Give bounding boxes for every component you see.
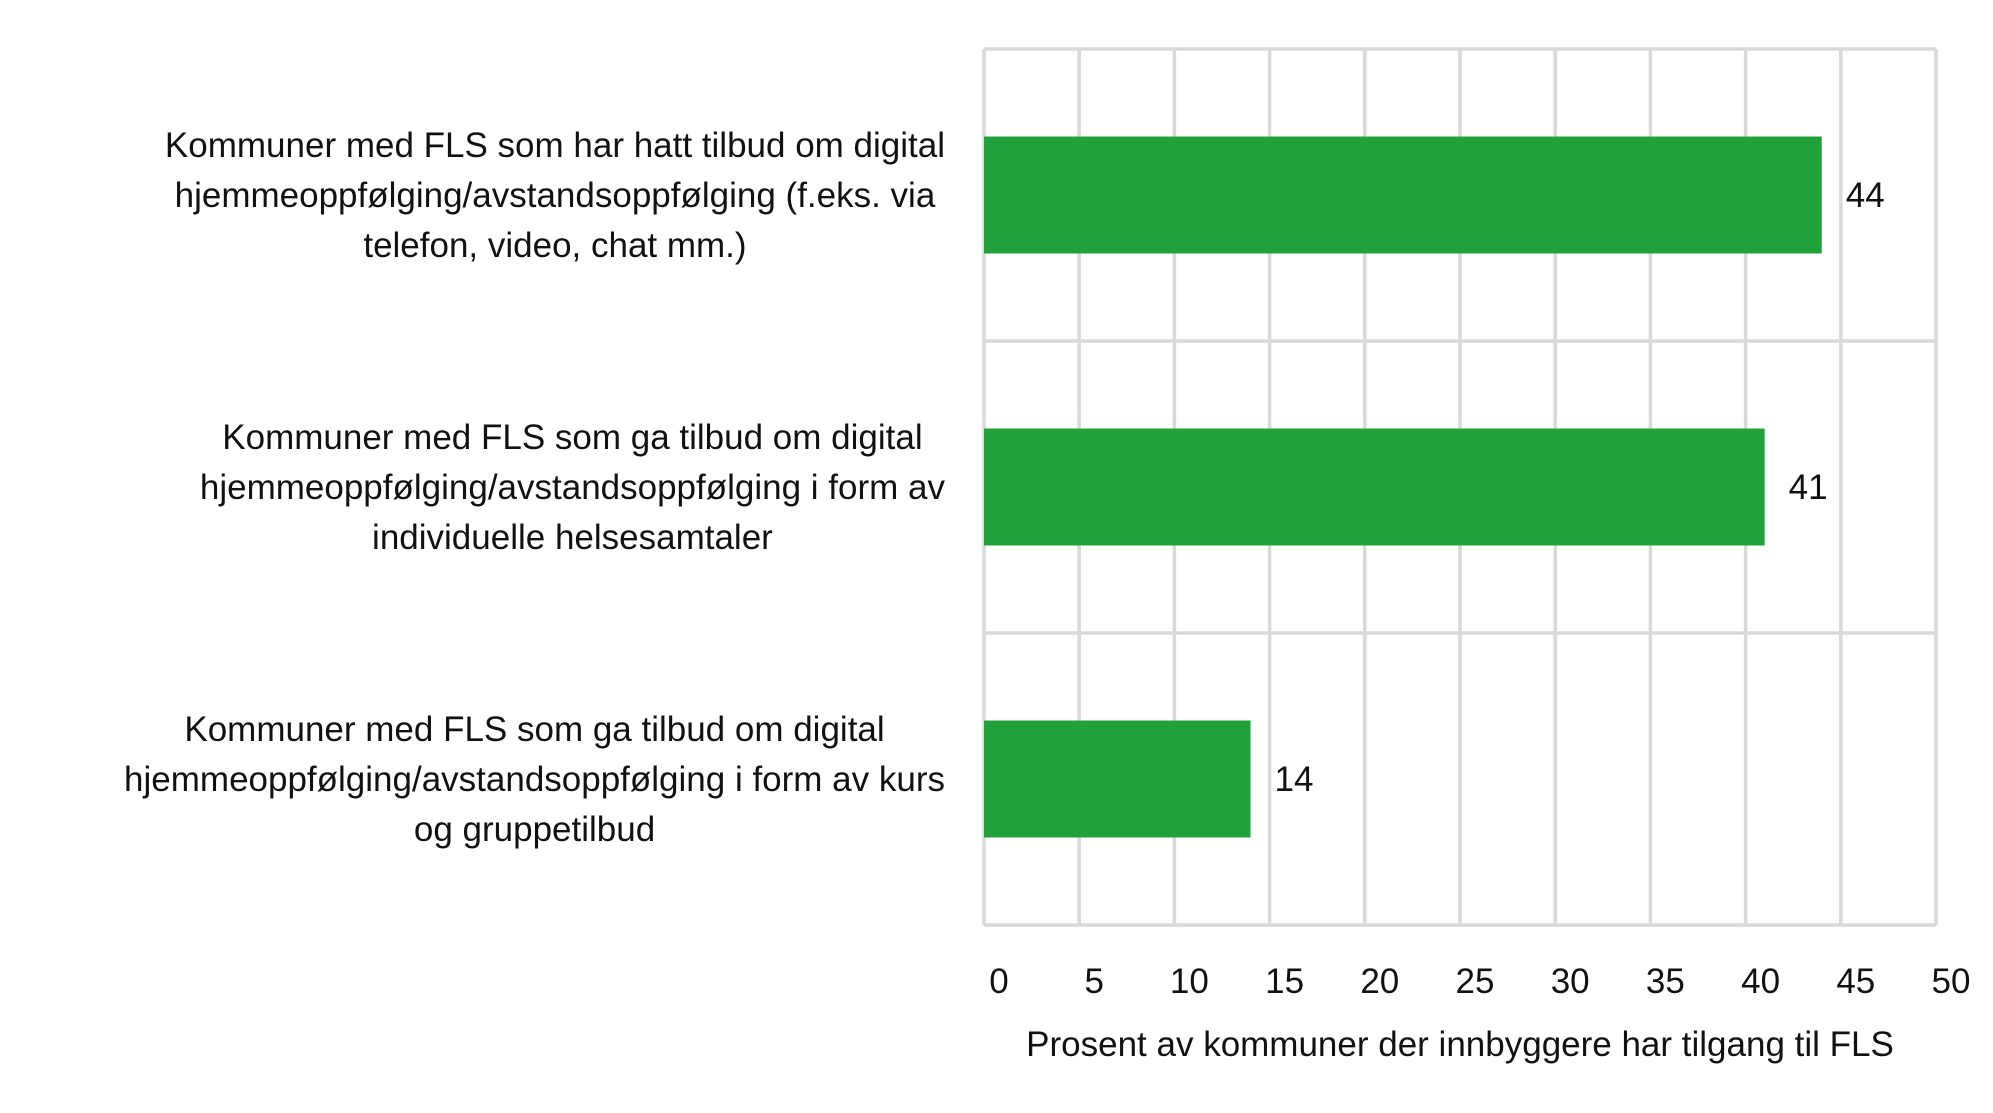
category-label: Kommuner med FLS som ga tilbud om digita… — [124, 710, 945, 849]
category-label-line: hjemmeoppfølging/avstandsoppfølging i fo… — [124, 760, 945, 799]
category-label-line: individuelle helsesamtaler — [372, 518, 773, 557]
x-tick-label: 15 — [1265, 962, 1304, 1001]
x-tick-label: 35 — [1646, 962, 1685, 1001]
x-tick-labels: 0 5 10 15 20 25 30 35 40 45 50 — [989, 962, 1970, 1001]
x-tick-label: 45 — [1836, 962, 1875, 1001]
category-labels: Kommuner med FLS som har hatt tilbud om … — [124, 126, 945, 849]
x-tick-label: 20 — [1360, 962, 1399, 1001]
category-label: Kommuner med FLS som har hatt tilbud om … — [165, 126, 945, 265]
category-label-line: Kommuner med FLS som har hatt tilbud om … — [165, 126, 945, 165]
x-axis-title: Prosent av kommuner der innbyggere har t… — [1026, 1025, 1894, 1064]
bar — [984, 428, 1765, 546]
category-label-line: hjemmeoppfølging/avstandsoppfølging (f.e… — [175, 176, 936, 215]
category-label: Kommuner med FLS som ga tilbud om digita… — [200, 418, 946, 557]
category-label-line: Kommuner med FLS som ga tilbud om digita… — [184, 710, 884, 749]
x-tick-label: 10 — [1170, 962, 1209, 1001]
data-label: 44 — [1846, 176, 1885, 215]
x-tick-label: 30 — [1551, 962, 1590, 1001]
bar — [984, 720, 1251, 838]
x-tick-label: 25 — [1456, 962, 1495, 1001]
x-tick-label: 40 — [1741, 962, 1780, 1001]
category-label-line: telefon, video, chat mm.) — [363, 226, 746, 265]
data-label: 41 — [1789, 468, 1828, 507]
bars: 44 41 14 — [984, 136, 1885, 838]
category-label-line: Kommuner med FLS som ga tilbud om digita… — [222, 418, 922, 457]
x-tick-label: 0 — [989, 962, 1008, 1001]
category-label-line: og gruppetilbud — [414, 810, 655, 849]
data-label: 14 — [1275, 760, 1314, 799]
category-label-line: hjemmeoppfølging/avstandsoppfølging i fo… — [200, 468, 946, 507]
x-tick-label: 50 — [1932, 962, 1971, 1001]
x-tick-label: 5 — [1084, 962, 1103, 1001]
bar — [984, 136, 1822, 254]
